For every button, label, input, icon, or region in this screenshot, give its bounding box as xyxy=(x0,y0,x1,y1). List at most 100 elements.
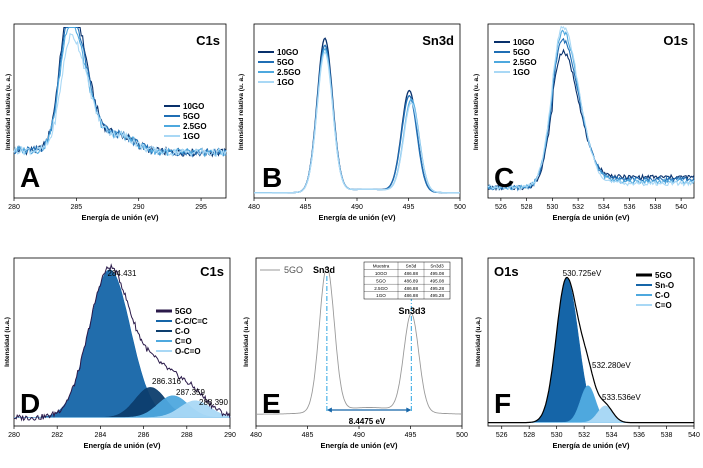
panel-e-table-cell-2-1: 486.89 xyxy=(404,278,418,283)
panel-f-xtick-label-5: 536 xyxy=(633,432,645,439)
panel-e-peak1-label: Sn3d xyxy=(313,265,335,275)
panel-d-plot xyxy=(13,263,231,422)
panel-e-table-cell-4-1: 486.88 xyxy=(404,293,418,298)
panel-c-xtick-label-4: 534 xyxy=(598,204,610,211)
panel-c-title: O1s xyxy=(663,33,688,48)
panel-e-separation-label: 8.4475 eV xyxy=(349,417,386,426)
panel-f-xtick-label-3: 532 xyxy=(578,432,590,439)
panel-c-letter: C xyxy=(494,162,514,193)
panel-b-legend-label-3: 1GO xyxy=(277,78,294,87)
panel-c-plot xyxy=(487,25,695,192)
panel-f-ylabel: Intensidad (u.a.) xyxy=(475,317,482,367)
panel-e-table-cell-1-1: 486.88 xyxy=(404,271,418,276)
panel-e-xtick-label-2: 490 xyxy=(353,432,365,439)
panel-f-xtick-label-0: 526 xyxy=(496,432,508,439)
panel-e-peak2-label: Sn3d3 xyxy=(398,306,425,316)
panel-c-legend-label-3: 1GO xyxy=(513,68,530,77)
panel-a-xtick-label-3: 295 xyxy=(195,204,207,211)
panel-e-xtick-label-3: 495 xyxy=(405,432,417,439)
panel-b-xtick-label-1: 485 xyxy=(300,204,312,211)
panel-d-peak-label-2: 286.316 xyxy=(152,377,181,386)
panel-e-table-cell-3-2: 495.28 xyxy=(430,286,444,291)
panel-d-xtick-label-5: 290 xyxy=(224,432,236,439)
panel-d-xtick-label-0: 280 xyxy=(8,432,20,439)
panel-e-letter: E xyxy=(262,388,281,419)
panel-e-ylabel: Intensidad (u.a.) xyxy=(243,317,250,367)
panel-a-ylabel: Intensidad relativa (u. a.) xyxy=(5,74,12,150)
panel-e-xlabel: Energía de unión (eV) xyxy=(320,441,398,450)
panel-a-legend-label-2: 2.5GO xyxy=(183,122,207,131)
panel-e-ticks: 480 485 490 495 500 xyxy=(250,426,468,439)
panel-e-arrowhead-right xyxy=(406,407,412,413)
panel-d-peak-label-1: 284.431 xyxy=(108,269,137,278)
panel-f-xtick-label-7: 540 xyxy=(688,432,700,439)
panel-d-peak-label-3: 287.359 xyxy=(176,388,205,397)
panel-f-plot xyxy=(488,276,694,424)
panel-d-component-O-C=O xyxy=(14,400,231,418)
panel-b-ylabel: Intensidad relativa (u. a.) xyxy=(238,74,245,150)
panel-a-xtick-label-1: 285 xyxy=(71,204,83,211)
panel-f-peak-label-3: 533.536eV xyxy=(602,393,641,402)
panel-c-legend-label-0: 10GO xyxy=(513,38,534,47)
panel-f-xtick-label-2: 530 xyxy=(551,432,563,439)
panel-f-letter: F xyxy=(494,388,511,419)
panel-a-frame xyxy=(13,23,227,199)
panel-c-frame xyxy=(487,23,695,199)
panel-f-legend-label-2: C-O xyxy=(655,291,670,300)
panel-c-xtick-label-6: 538 xyxy=(650,204,662,211)
panel-c-ylabel: Intensidad relativa (u. a.) xyxy=(473,74,480,150)
panel-e-table-cell-2-0: 5GO xyxy=(376,278,386,283)
panel-d-ylabel: Intensidad (u.a.) xyxy=(4,317,11,367)
panel-c-xlabel: Energía de unión (eV) xyxy=(552,213,630,222)
panel-c-xtick-label-5: 536 xyxy=(624,204,636,211)
panel-d-legend-label-0: 5GO xyxy=(175,307,192,316)
panel-d-xtick-label-2: 284 xyxy=(95,432,107,439)
panel-e-table-header-0: Muestra xyxy=(373,264,390,269)
panel-f-legend-label-3: C=O xyxy=(655,301,672,310)
panel-a-plot xyxy=(13,26,227,158)
panel-b-xtick-label-4: 500 xyxy=(454,204,466,211)
panel-f-xtick-label-6: 538 xyxy=(661,432,673,439)
panel-d-title: C1s xyxy=(200,264,224,279)
panel-e-xtick-label-0: 480 xyxy=(250,432,262,439)
panel-f-envelope xyxy=(488,276,694,424)
panel-a-xlabel: Energía de unión (eV) xyxy=(81,213,159,222)
panel-f-peak-label-2: 532.280eV xyxy=(592,361,631,370)
panel-e-table-cell-4-0: 1GO xyxy=(376,293,386,298)
panel-d-envelope xyxy=(13,263,231,422)
panel-a-ticks: 280 285 290 295 xyxy=(8,198,207,211)
panel-f-xtick-label-1: 528 xyxy=(523,432,535,439)
panel-e-series-5GO xyxy=(256,265,462,415)
panel-e-table-cell-1-2: 495.08 xyxy=(430,271,444,276)
panel-b-legend-label-0: 10GO xyxy=(277,48,298,57)
panel-b-xlabel: Energía de unión (eV) xyxy=(318,213,396,222)
panel-d: 280 282 284 286 288 290 D C1s Energía de unió… xyxy=(4,257,236,450)
panel-d-letter: D xyxy=(20,388,40,419)
panel-c-legend-label-2: 2.5GO xyxy=(513,58,537,67)
panel-f-legend-label-1: Sn-O xyxy=(655,281,674,290)
panel-b-letter: B xyxy=(262,162,282,193)
panel-b-xtick-label-3: 495 xyxy=(403,204,415,211)
panel-d-ticks: 280 282 284 286 288 290 xyxy=(8,426,236,439)
panel-c-xtick-label-1: 528 xyxy=(521,204,533,211)
panel-e-table-cell-3-0: 2.5GO xyxy=(374,286,388,291)
panel-f-xtick-label-4: 534 xyxy=(606,432,618,439)
panel-d-legend-label-3: C=O xyxy=(175,337,192,346)
panel-e: 480 485 490 495 500 E Energía de unión (eV) … xyxy=(243,257,468,450)
panel-e-table-cell-4-2: 495.28 xyxy=(430,293,444,298)
panel-a-title: C1s xyxy=(196,33,220,48)
panel-d-legend-label-1: C-C/C=C xyxy=(175,317,208,326)
panel-b-frame xyxy=(253,23,461,199)
panel-a-series-1GO xyxy=(13,32,227,158)
panel-b: 480 485 490 495 500 B Sn3d Energía de unión … xyxy=(238,23,466,222)
panel-d-xtick-label-3: 286 xyxy=(138,432,150,439)
panel-b-series-1GO xyxy=(254,51,460,194)
panel-c-xtick-label-2: 530 xyxy=(547,204,559,211)
panel-e-table-header-2: Sn3d3 xyxy=(430,264,444,269)
panel-b-legend-label-1: 5GO xyxy=(277,58,294,67)
panel-f-peak-label-1: 530.725eV xyxy=(563,269,602,278)
